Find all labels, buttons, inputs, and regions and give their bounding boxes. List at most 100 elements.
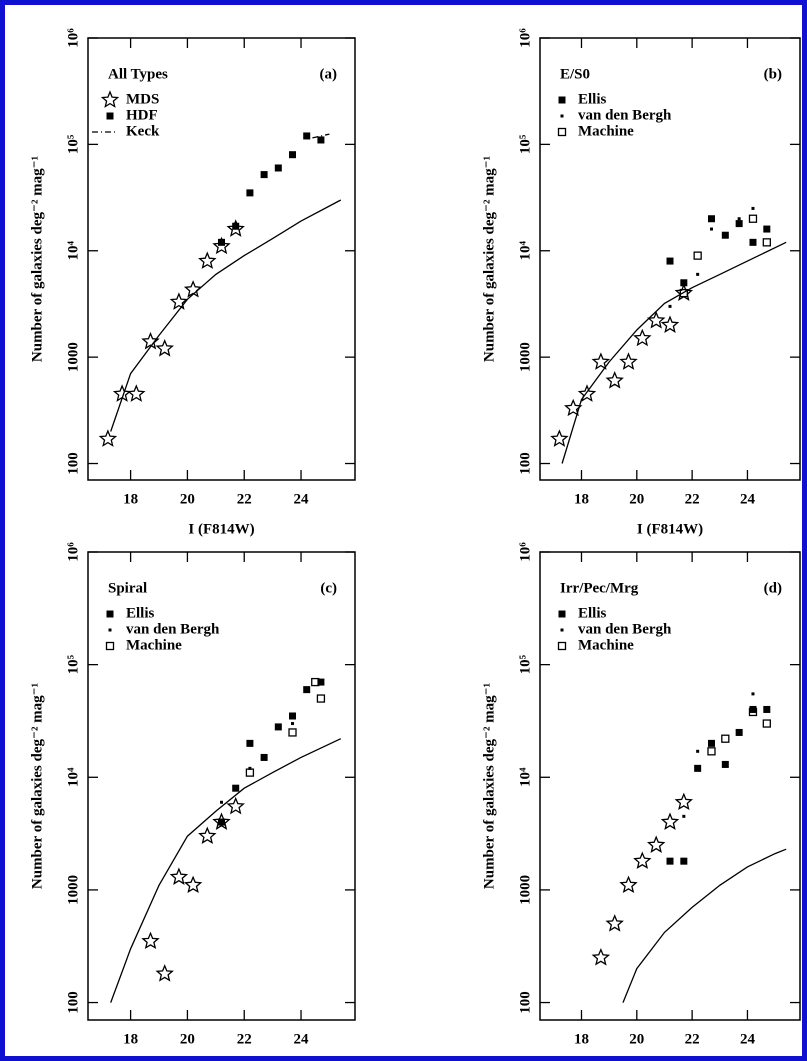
plot-frame (87, 551, 356, 1021)
legend-label: HDF (126, 107, 158, 123)
y-tick-label: 100 (65, 452, 81, 475)
y-tick-label: 10⁵ (65, 654, 81, 674)
star-point (660, 812, 680, 830)
legend-swatch (560, 628, 564, 632)
star-point (169, 867, 189, 885)
panel: 100 1000 10⁴ 10⁵ 10⁶ 18 20 22 24 I (F814W) Number … (29, 28, 356, 537)
dot-point (696, 749, 700, 753)
open-square-point (288, 728, 297, 737)
y-tick-label: 10⁶ (65, 28, 81, 48)
square-point (721, 760, 729, 768)
open-square-point (693, 251, 702, 260)
x-tick-label: 22 (237, 1031, 252, 1047)
x-tick-label: 22 (685, 491, 700, 507)
star-point (674, 792, 693, 811)
x-tick-label: 24 (740, 1031, 756, 1047)
legend-label: van den Bergh (126, 621, 220, 637)
model-curve (622, 848, 787, 1003)
x-tick-label: 20 (629, 1031, 644, 1047)
star-point (198, 826, 217, 844)
star-point (619, 875, 638, 894)
dot-point (248, 766, 252, 770)
square-point (707, 739, 715, 747)
star-point (550, 429, 569, 447)
legend-swatch (106, 112, 114, 120)
dot-point (751, 692, 755, 696)
y-tick-label: 10⁶ (65, 542, 81, 562)
plot-frame (87, 37, 356, 481)
x-tick-label: 20 (180, 1031, 195, 1047)
open-square-point (762, 719, 771, 728)
legend-label: van den Bergh (578, 107, 672, 123)
square-point (317, 678, 325, 686)
square-point (274, 723, 282, 731)
y-tick-label: 10⁵ (65, 134, 81, 154)
y-tick-label: 100 (517, 452, 533, 475)
star-point (660, 315, 680, 333)
star-point (226, 796, 245, 815)
square-point (232, 222, 240, 230)
open-square-point (316, 694, 326, 703)
model-curve (561, 241, 787, 464)
square-point (763, 225, 771, 233)
x-tick-label: 18 (574, 491, 589, 507)
y-tick-label: 1000 (65, 342, 81, 372)
y-axis-label: Number of galaxies deg⁻² mag⁻¹ (29, 683, 45, 889)
star-point (591, 948, 611, 966)
dot-point (737, 217, 741, 221)
star-point (647, 835, 666, 853)
square-point (735, 728, 743, 736)
square-point (303, 132, 311, 140)
y-tick-label: 1000 (65, 875, 81, 905)
legend-swatch (560, 114, 564, 118)
legend-label: Ellis (578, 605, 607, 621)
plot-frame (539, 37, 801, 481)
legend-label: Machine (126, 637, 182, 653)
legend-swatch (557, 127, 567, 137)
x-tick-label: 24 (294, 1031, 310, 1047)
y-tick-label: 1000 (517, 875, 533, 905)
star-point (619, 352, 638, 370)
x-tick-label: 24 (740, 491, 756, 507)
dot-point (751, 206, 755, 210)
legend-label: van den Bergh (578, 621, 672, 637)
open-square-point (748, 707, 758, 717)
dot-point (682, 814, 686, 818)
star-point (212, 812, 231, 830)
model-curve (110, 199, 342, 432)
panel: 100 1000 10⁴ 10⁵ 10⁶ 18 20 22 24 I (F814W) Number … (481, 28, 801, 537)
star-point (155, 338, 174, 357)
square-point (232, 784, 240, 792)
panel-label: (b) (764, 66, 782, 82)
x-tick-label: 18 (123, 1031, 138, 1047)
y-tick-label: 1000 (517, 342, 533, 372)
dot-point (709, 227, 713, 231)
square-point (260, 171, 268, 179)
square-point (763, 705, 771, 713)
plot-frame (539, 551, 801, 1021)
square-point (735, 220, 743, 228)
square-point (694, 764, 702, 772)
y-tick-label: 10⁵ (517, 134, 533, 154)
open-square-point (245, 768, 255, 777)
y-tick-label: 10⁴ (517, 241, 533, 261)
panel-label: (a) (320, 66, 338, 82)
panel-title: Irr/Pec/Mrg (560, 580, 639, 596)
square-point (218, 238, 225, 246)
star-point (605, 914, 624, 932)
star-point (633, 328, 652, 347)
panel-title: E/S0 (560, 66, 590, 82)
y-tick-label: 10⁶ (517, 28, 533, 48)
square-point (721, 231, 729, 239)
star-point (212, 236, 231, 255)
star-point (127, 384, 146, 402)
square-point (289, 151, 297, 159)
x-tick-label: 22 (685, 1031, 700, 1047)
star-point (674, 283, 693, 301)
square-point (749, 705, 757, 713)
y-axis-label: Number of galaxies deg⁻² mag⁻¹ (29, 156, 45, 362)
open-square-point (748, 214, 758, 223)
square-point (666, 857, 674, 865)
